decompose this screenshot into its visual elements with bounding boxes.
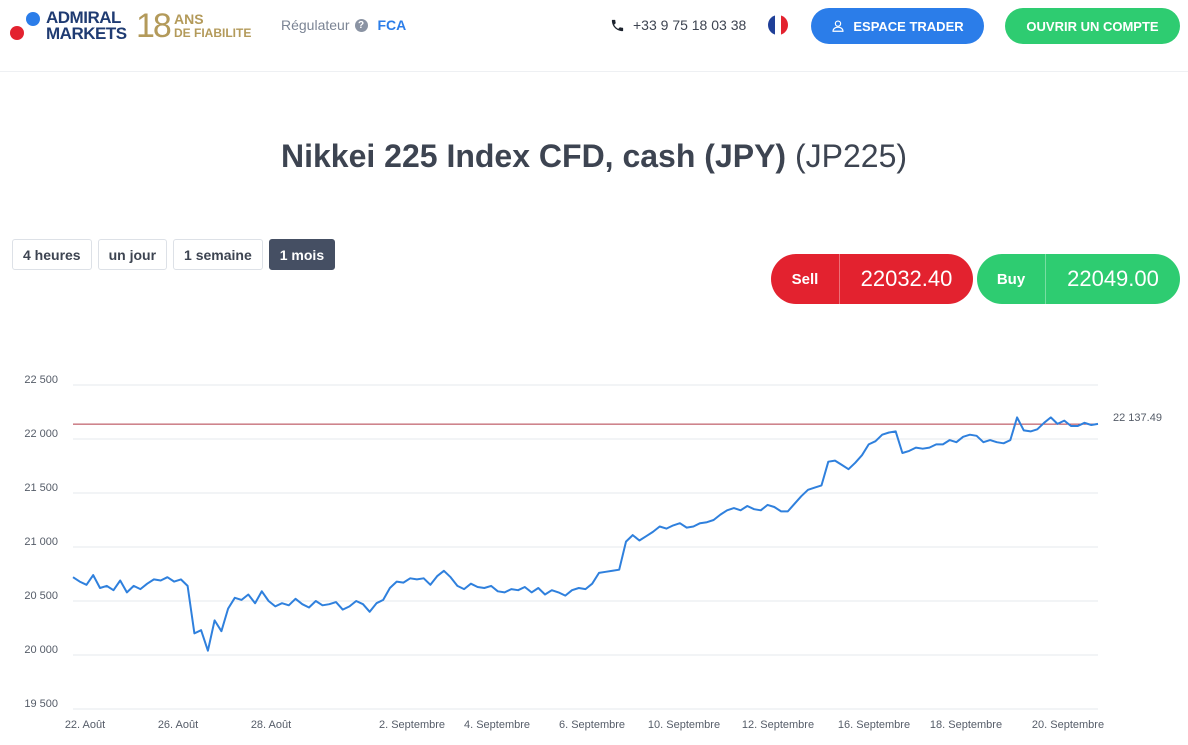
instrument-symbol: (JP225) (794, 138, 908, 174)
reference-line-label: 22 137.49 (1113, 412, 1162, 424)
sell-price: 22032.40 (860, 266, 953, 291)
espace-trader-label: ESPACE TRADER (853, 18, 964, 34)
x-tick-label: 26. Août (158, 719, 198, 731)
buy-label: Buy (996, 270, 1026, 288)
user-icon (832, 20, 844, 32)
page-title: Nikkei 225 Index CFD, cash (JPY) (JP225) (0, 138, 1188, 175)
x-tick-label: 18. Septembre (930, 719, 1002, 731)
flag-stripe-red (781, 15, 788, 35)
instrument-name: Nikkei 225 Index CFD, cash (JPY) (280, 138, 787, 174)
sell-label: Sell (791, 270, 819, 288)
buy-price: 22049.00 (1067, 266, 1159, 291)
france-flag-icon[interactable] (768, 15, 788, 35)
flag-stripe-blue (768, 15, 775, 35)
logo-blue-dot (26, 12, 40, 26)
phone-contact[interactable]: +33 9 75 18 03 38 (610, 17, 746, 33)
y-tick-label: 19 500 (24, 698, 58, 710)
x-tick-label: 10. Septembre (648, 719, 720, 731)
period-tabs: 4 heures un jour 1 semaine 1 mois (12, 239, 336, 270)
open-account-button[interactable]: OUVRIR UN COMPTE (1005, 8, 1180, 44)
x-tick-label: 16. Septembre (838, 719, 910, 731)
buy-button[interactable]: Buy 22049.00 (977, 254, 1180, 304)
sell-button[interactable]: Sell 22032.40 (771, 254, 973, 304)
question-circle-icon[interactable]: ? (354, 18, 368, 32)
phone-number: +33 9 75 18 03 38 (633, 17, 747, 33)
x-tick-label: 2. Septembre (379, 719, 445, 731)
x-tick-label: 28. Août (251, 719, 291, 731)
y-tick-label: 22 500 (24, 374, 58, 386)
anniversary-number: 18 (136, 7, 172, 45)
y-tick-label: 21 000 (24, 536, 58, 548)
y-tick-label: 20 500 (24, 590, 58, 602)
y-tick-label: 21 500 (24, 482, 58, 494)
tab-1-month[interactable]: 1 mois (268, 239, 336, 270)
x-tick-label: 4. Septembre (464, 719, 530, 731)
open-account-label: OUVRIR UN COMPTE (1026, 18, 1159, 34)
regulator-info: Régulateur ? FCA (281, 17, 406, 33)
logo-word-2: MARKETS (46, 24, 127, 43)
anniversary-line-2: DE FIABILITE (174, 26, 252, 40)
anniversary-line-1: ANS (174, 11, 204, 27)
site-header: ADMIRAL MARKETS 18 ANS DE FIABILITE Régu… (0, 0, 1188, 72)
flag-stripe-white (774, 15, 782, 35)
price-series-line (72, 416, 1099, 652)
regulator-fca-link[interactable]: FCA (377, 17, 407, 33)
tab-1-week[interactable]: 1 semaine (173, 239, 263, 270)
x-tick-label: 6. Septembre (559, 719, 625, 731)
price-chart[interactable]: 22 500 22 000 21 500 21 000 20 500 20 000 19 5… (0, 360, 1188, 745)
phone-icon (611, 19, 624, 31)
buy-separator (1045, 254, 1046, 304)
logo-word-1: ADMIRAL (46, 8, 121, 27)
x-tick-label: 12. Septembre (742, 719, 814, 731)
admiral-markets-logo[interactable]: ADMIRAL MARKETS (10, 8, 130, 43)
x-tick-label: 22. Août (65, 719, 105, 731)
regulator-label: Régulateur (281, 17, 350, 33)
espace-trader-button[interactable]: ESPACE TRADER (811, 8, 984, 44)
sell-separator (839, 254, 840, 304)
tab-1-day[interactable]: un jour (97, 239, 168, 270)
y-tick-label: 20 000 (24, 644, 58, 656)
logo-red-dot (10, 26, 24, 40)
tab-4-hours[interactable]: 4 heures (12, 239, 92, 270)
y-tick-label: 22 000 (24, 428, 58, 440)
x-tick-label: 20. Septembre (1032, 719, 1104, 731)
